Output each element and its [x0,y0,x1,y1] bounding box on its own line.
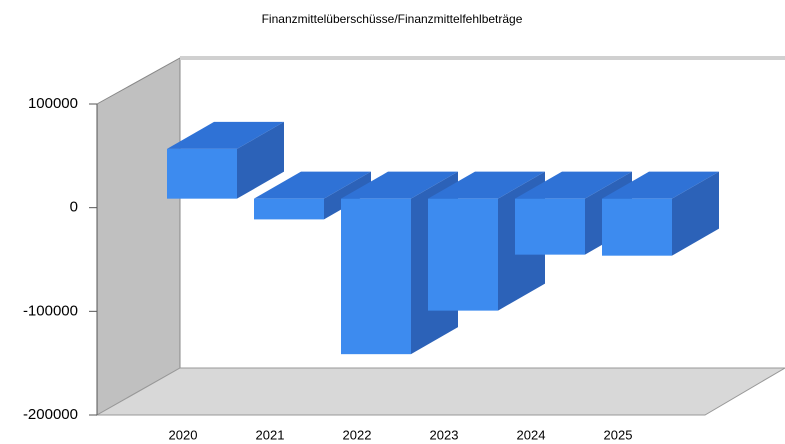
bar-side [237,121,284,199]
bar-top [341,171,458,199]
bar [341,198,411,355]
y-tick-label: 0 [70,199,78,216]
bar-top [602,171,719,199]
bar [602,198,672,256]
x-tick-label: 2022 [343,427,372,442]
bar [428,198,498,311]
x-tick-label: 2021 [256,427,285,442]
bar-top [428,171,545,199]
bar [254,198,324,220]
chart-title: Finanzmittelüberschüsse/Finanzmittelfehl… [262,12,523,26]
y-tick-label: -100000 [23,302,78,319]
bar [167,148,237,199]
bar-side [672,171,719,256]
side-wall [96,57,181,416]
bar-top [254,171,371,199]
x-tick-label: 2023 [430,427,459,442]
bar [515,198,585,255]
floor [95,367,785,416]
x-tick-label: 2024 [517,427,546,442]
bar-top [515,171,632,199]
x-tick-label: 2025 [604,427,633,442]
y-tick-label: -200000 [23,406,78,423]
bar-top [167,121,284,149]
y-tick-label: 100000 [28,95,78,112]
x-tick-label: 2020 [169,427,198,442]
